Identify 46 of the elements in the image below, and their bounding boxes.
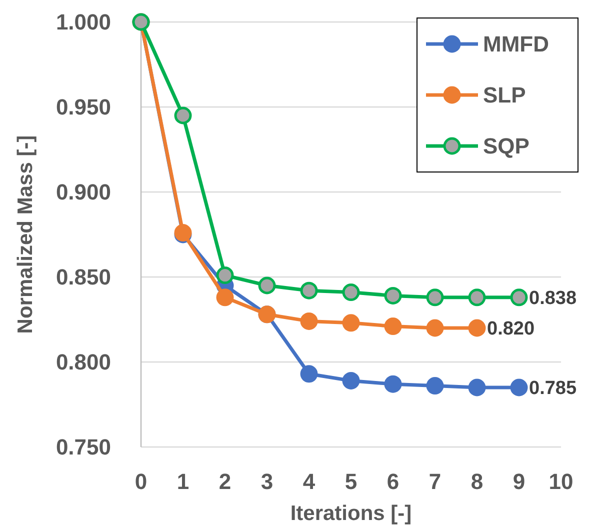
point xyxy=(174,106,192,124)
y-tick-label: 0.750 xyxy=(56,434,111,460)
point xyxy=(426,377,444,395)
y-tick-label: 0.950 xyxy=(56,94,111,120)
point xyxy=(426,288,444,306)
x-tick-label: 0 xyxy=(134,469,148,494)
point xyxy=(468,288,486,306)
point xyxy=(342,372,360,390)
point xyxy=(468,319,486,337)
point xyxy=(300,365,318,383)
point xyxy=(342,284,360,302)
data-label: 0.820 xyxy=(487,318,535,340)
x-tick-label: 7 xyxy=(428,469,442,494)
x-tick-label: 5 xyxy=(344,469,358,494)
y-tick-label: 1.000 xyxy=(56,10,111,35)
y-tick-label: 0.900 xyxy=(56,180,111,205)
point xyxy=(300,282,318,300)
point xyxy=(426,319,444,337)
point xyxy=(258,276,276,294)
point xyxy=(468,378,486,396)
x-tick-label: 2 xyxy=(218,469,232,494)
x-tick-label: 6 xyxy=(386,469,400,494)
x-tick-label: 8 xyxy=(470,469,484,494)
data-label: 0.785 xyxy=(529,378,577,400)
data-label: 0.838 xyxy=(529,288,577,310)
point xyxy=(216,266,234,284)
legend-label: MMFD xyxy=(483,32,549,57)
x-tick-label: 4 xyxy=(302,469,316,494)
y-tick-label: 0.800 xyxy=(56,350,111,375)
point xyxy=(510,288,528,306)
x-tick-label: 9 xyxy=(512,469,526,494)
y-tick-label: 0.850 xyxy=(56,264,111,290)
x-tick-label: 10 xyxy=(548,469,574,494)
y-axis-title: Normalized Mass [-] xyxy=(14,135,37,334)
x-tick-label: 1 xyxy=(176,469,190,494)
point xyxy=(342,314,360,332)
legend-label: SQP xyxy=(483,134,530,159)
point xyxy=(300,312,318,330)
legend-label: SLP xyxy=(483,82,526,108)
point xyxy=(384,318,402,336)
point xyxy=(216,288,234,306)
x-axis-title: Iterations [-] xyxy=(290,502,412,525)
point xyxy=(384,286,402,304)
point xyxy=(510,378,528,396)
x-tick-label: 3 xyxy=(260,469,274,494)
point xyxy=(384,375,402,393)
